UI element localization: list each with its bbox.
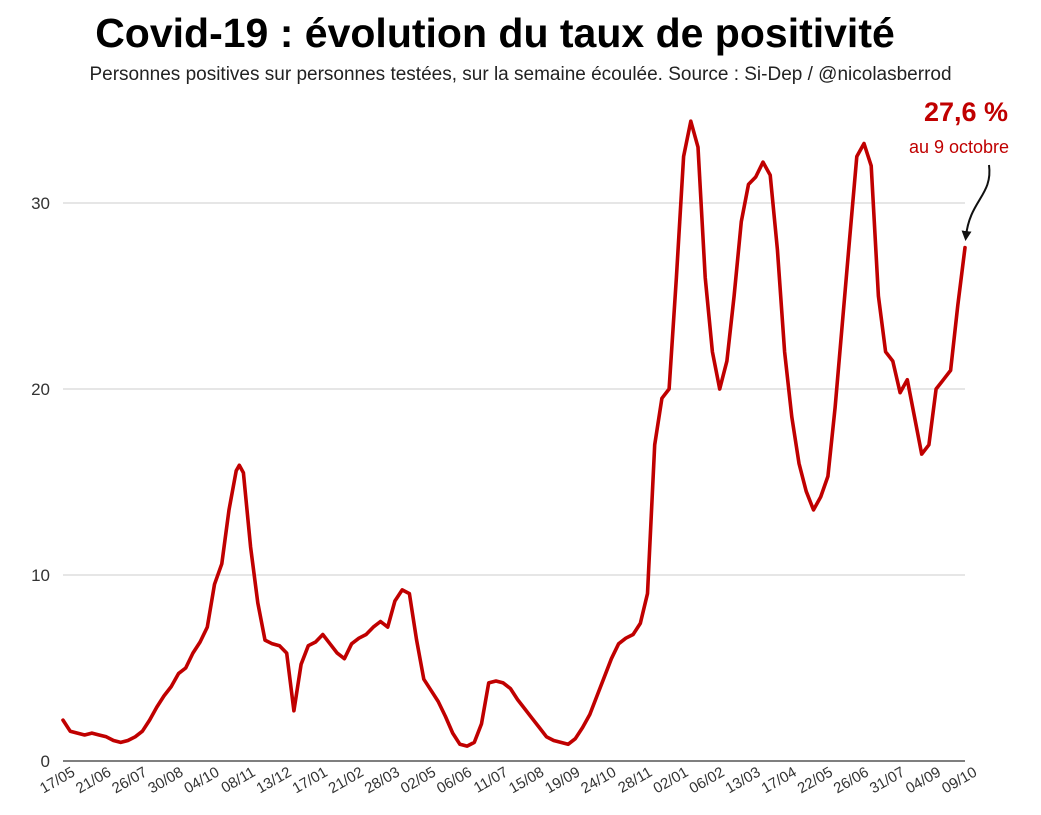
x-tick-label: 06/02	[686, 764, 727, 797]
x-tick-label: 02/01	[650, 764, 691, 797]
last-value-annotation: 27,6 % au 9 octobre	[909, 97, 1009, 241]
x-tick-label: 15/08	[506, 764, 547, 797]
x-tick-label: 21/02	[326, 764, 367, 797]
x-axis-ticks: 17/0521/0626/0730/0804/1008/1113/1217/01…	[37, 764, 980, 797]
x-tick-label: 13/03	[723, 764, 764, 797]
x-tick-label: 13/12	[253, 764, 294, 797]
y-axis-ticks: 0 10 20 30	[31, 194, 50, 771]
x-tick-label: 21/06	[73, 764, 114, 797]
x-tick-label: 24/10	[578, 764, 619, 797]
x-tick-label: 28/03	[362, 764, 403, 797]
grid-lines	[63, 202, 965, 762]
x-tick-label: 11/07	[471, 764, 511, 797]
x-tick-label: 30/08	[145, 764, 186, 797]
x-tick-label: 17/04	[759, 764, 800, 797]
x-tick-label: 04/10	[181, 764, 222, 797]
x-tick-label: 19/09	[542, 764, 583, 797]
y-tick-label: 0	[41, 752, 50, 771]
x-tick-label: 04/09	[903, 764, 944, 797]
x-tick-label: 26/07	[109, 764, 150, 797]
chart-subtitle: Personnes positives sur personnes testée…	[89, 64, 952, 85]
x-tick-label: 17/01	[290, 764, 331, 797]
x-tick-label: 08/11	[218, 764, 258, 797]
x-tick-label: 28/11	[615, 764, 655, 797]
annotation-label: au 9 octobre	[909, 137, 1009, 157]
x-tick-label: 02/05	[398, 764, 439, 797]
x-tick-label: 09/10	[939, 764, 980, 797]
series-line-positivity	[61, 119, 967, 748]
x-tick-label: 31/07	[867, 764, 908, 797]
x-tick-label: 06/06	[434, 764, 475, 797]
annotation-arrow	[961, 164, 991, 241]
x-tick-label: 26/06	[831, 764, 872, 797]
y-tick-label: 20	[31, 380, 50, 399]
annotation-value: 27,6 %	[924, 97, 1008, 127]
chart-title: Covid-19 : évolution du taux de positivi…	[95, 10, 895, 56]
x-tick-label: 22/05	[795, 764, 836, 797]
y-tick-label: 10	[31, 566, 50, 585]
y-tick-label: 30	[31, 194, 50, 213]
